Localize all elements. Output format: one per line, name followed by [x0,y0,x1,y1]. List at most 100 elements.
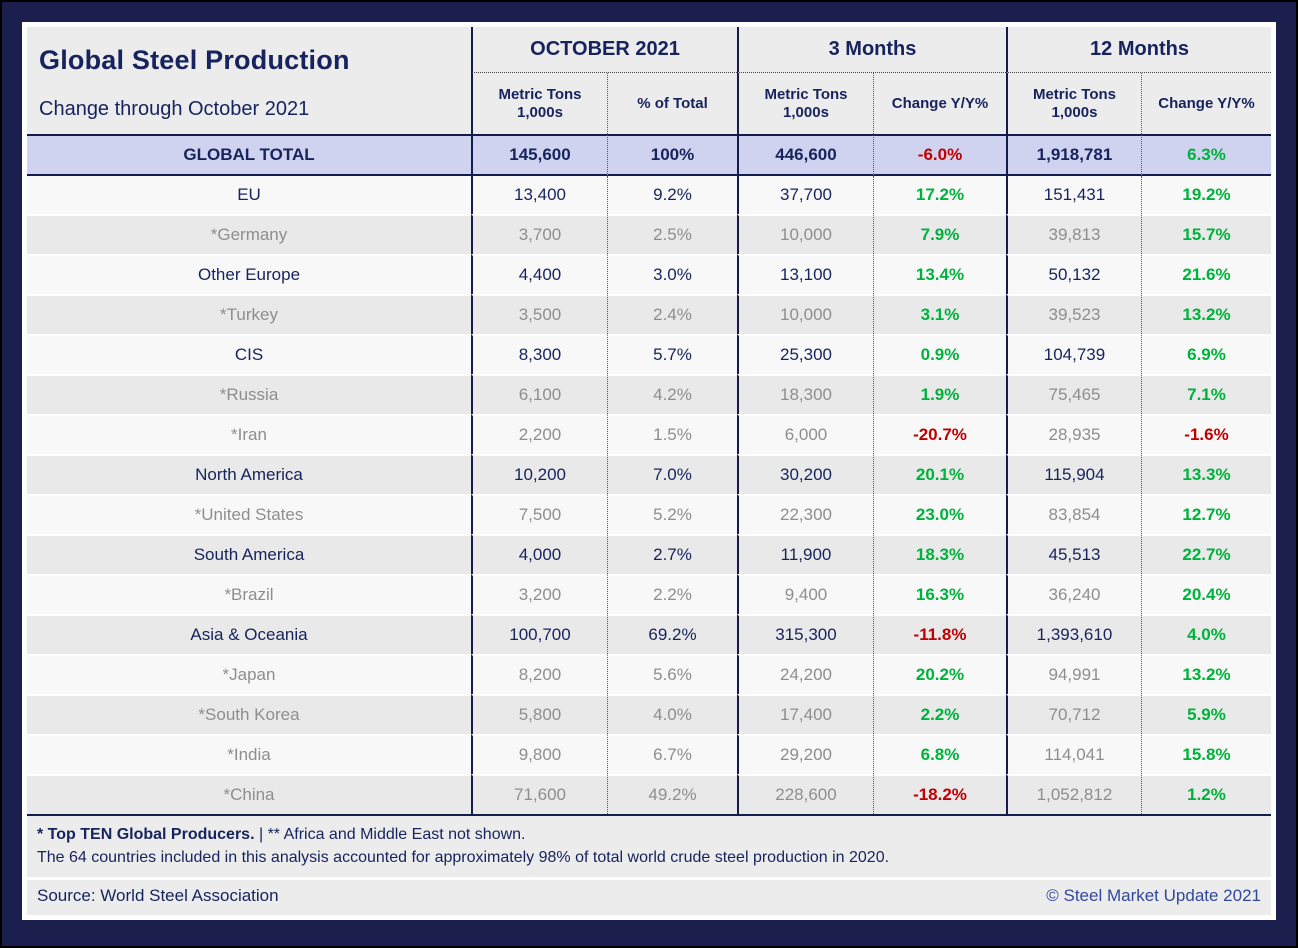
oct-metric-tons-cell: 8,200 [471,654,607,694]
12m-change-cell: 21.6% [1141,254,1271,294]
region-name-cell: North America [27,454,471,494]
12m-metric-tons-cell: 83,854 [1006,494,1141,534]
oct-pct-cell: 2.7% [607,534,737,574]
12m-metric-tons-cell: 114,041 [1006,734,1141,774]
oct-metric-tons-cell: 145,600 [471,134,607,176]
header-group-row: Global Steel Production Change through O… [27,27,1271,134]
oct-metric-tons-cell: 71,600 [471,774,607,814]
3m-metric-tons-cell: 10,000 [737,214,873,254]
3m-metric-tons-cell: 10,000 [737,294,873,334]
12m-change-cell: 4.0% [1141,614,1271,654]
12m-metric-tons-cell: 39,813 [1006,214,1141,254]
region-name-cell: *Brazil [27,574,471,614]
title-cell: Global Steel Production Change through O… [27,27,471,134]
oct-pct-cell: 2.4% [607,294,737,334]
oct-pct-cell: 7.0% [607,454,737,494]
table-row-other-europe: Other Europe 4,400 3.0% 13,100 13.4% 50,… [27,254,1271,294]
oct-pct-cell: 4.0% [607,694,737,734]
oct-pct-cell: 4.2% [607,374,737,414]
oct-pct-cell: 69.2% [607,614,737,654]
oct-metric-tons-cell: 3,700 [471,214,607,254]
region-name-cell: GLOBAL TOTAL [27,134,471,176]
footnote-africa-middle-east: | ** Africa and Middle East not shown. [254,826,526,843]
3m-change-cell: -6.0% [873,134,1006,176]
region-name-cell: Asia & Oceania [27,614,471,654]
oct-pct-cell: 49.2% [607,774,737,814]
12m-metric-tons-cell: 39,523 [1006,294,1141,334]
oct-pct-cell: 2.2% [607,574,737,614]
copyright-text: © Steel Market Update 2021 [1046,886,1261,905]
3m-change-cell: -18.2% [873,774,1006,814]
table-row-north-america: North America 10,200 7.0% 30,200 20.1% 1… [27,454,1271,494]
source-text: Source: World Steel Association [37,886,279,905]
12m-change-cell: 13.3% [1141,454,1271,494]
table-row-russia: *Russia 6,100 4.2% 18,300 1.9% 75,465 7.… [27,374,1271,414]
oct-pct-cell: 9.2% [607,176,737,214]
subheader-3m-change-yy: Change Y/Y% [873,73,1006,134]
table-row-south-america: South America 4,000 2.7% 11,900 18.3% 45… [27,534,1271,574]
footnote-top-ten: * Top TEN Global Producers. [37,826,255,843]
header-sub-row: Metric Tons 1,000s % of Total Metric Ton… [27,73,1271,134]
3m-metric-tons-cell: 6,000 [737,414,873,454]
oct-pct-cell: 5.6% [607,654,737,694]
oct-metric-tons-cell: 10,200 [471,454,607,494]
oct-pct-cell: 100% [607,134,737,176]
column-group-3-months: 3 Months [737,27,1006,73]
table-row-turkey: *Turkey 3,500 2.4% 10,000 3.1% 39,523 13… [27,294,1271,334]
region-name-cell: *Russia [27,374,471,414]
12m-metric-tons-cell: 36,240 [1006,574,1141,614]
oct-metric-tons-cell: 9,800 [471,734,607,774]
region-name-cell: *Germany [27,214,471,254]
table-row-eu: EU 13,400 9.2% 37,700 17.2% 151,431 19.2… [27,176,1271,214]
3m-change-cell: 13.4% [873,254,1006,294]
oct-metric-tons-cell: 3,500 [471,294,607,334]
oct-metric-tons-cell: 5,800 [471,694,607,734]
3m-change-cell: 18.3% [873,534,1006,574]
3m-change-cell: 1.9% [873,374,1006,414]
12m-metric-tons-cell: 75,465 [1006,374,1141,414]
oct-pct-cell: 1.5% [607,414,737,454]
oct-metric-tons-cell: 2,200 [471,414,607,454]
12m-change-cell: 6.3% [1141,134,1271,176]
page-subtitle: Change through October 2021 [39,98,310,120]
3m-metric-tons-cell: 446,600 [737,134,873,176]
12m-change-cell: 13.2% [1141,294,1271,334]
12m-metric-tons-cell: 1,393,610 [1006,614,1141,654]
3m-metric-tons-cell: 9,400 [737,574,873,614]
12m-change-cell: 15.7% [1141,214,1271,254]
12m-metric-tons-cell: 70,712 [1006,694,1141,734]
12m-change-cell: 5.9% [1141,694,1271,734]
oct-pct-cell: 5.7% [607,334,737,374]
oct-pct-cell: 3.0% [607,254,737,294]
3m-change-cell: 20.1% [873,454,1006,494]
3m-metric-tons-cell: 13,100 [737,254,873,294]
steel-production-table: Global Steel Production Change through O… [27,27,1271,814]
table-row-japan: *Japan 8,200 5.6% 24,200 20.2% 94,991 13… [27,654,1271,694]
3m-metric-tons-cell: 37,700 [737,176,873,214]
3m-metric-tons-cell: 315,300 [737,614,873,654]
oct-pct-cell: 5.2% [607,494,737,534]
3m-change-cell: 3.1% [873,294,1006,334]
12m-metric-tons-cell: 50,132 [1006,254,1141,294]
oct-metric-tons-cell: 8,300 [471,334,607,374]
subheader-oct-metric-tons: Metric Tons 1,000s [471,73,607,134]
3m-metric-tons-cell: 25,300 [737,334,873,374]
table-row-south-korea: *South Korea 5,800 4.0% 17,400 2.2% 70,7… [27,694,1271,734]
3m-change-cell: 2.2% [873,694,1006,734]
12m-metric-tons-cell: 28,935 [1006,414,1141,454]
global-total-row: GLOBAL TOTAL 145,600 100% 446,600 -6.0% … [27,134,1271,176]
region-name-cell: *Iran [27,414,471,454]
region-name-cell: South America [27,534,471,574]
12m-metric-tons-cell: 115,904 [1006,454,1141,494]
12m-change-cell: 15.8% [1141,734,1271,774]
12m-metric-tons-cell: 1,918,781 [1006,134,1141,176]
12m-change-cell: -1.6% [1141,414,1271,454]
region-name-cell: CIS [27,334,471,374]
footnotes: * Top TEN Global Producers. | ** Africa … [27,814,1271,877]
region-name-cell: *China [27,774,471,814]
table-row-india: *India 9,800 6.7% 29,200 6.8% 114,041 15… [27,734,1271,774]
oct-pct-cell: 6.7% [607,734,737,774]
oct-metric-tons-cell: 4,400 [471,254,607,294]
12m-change-cell: 22.7% [1141,534,1271,574]
